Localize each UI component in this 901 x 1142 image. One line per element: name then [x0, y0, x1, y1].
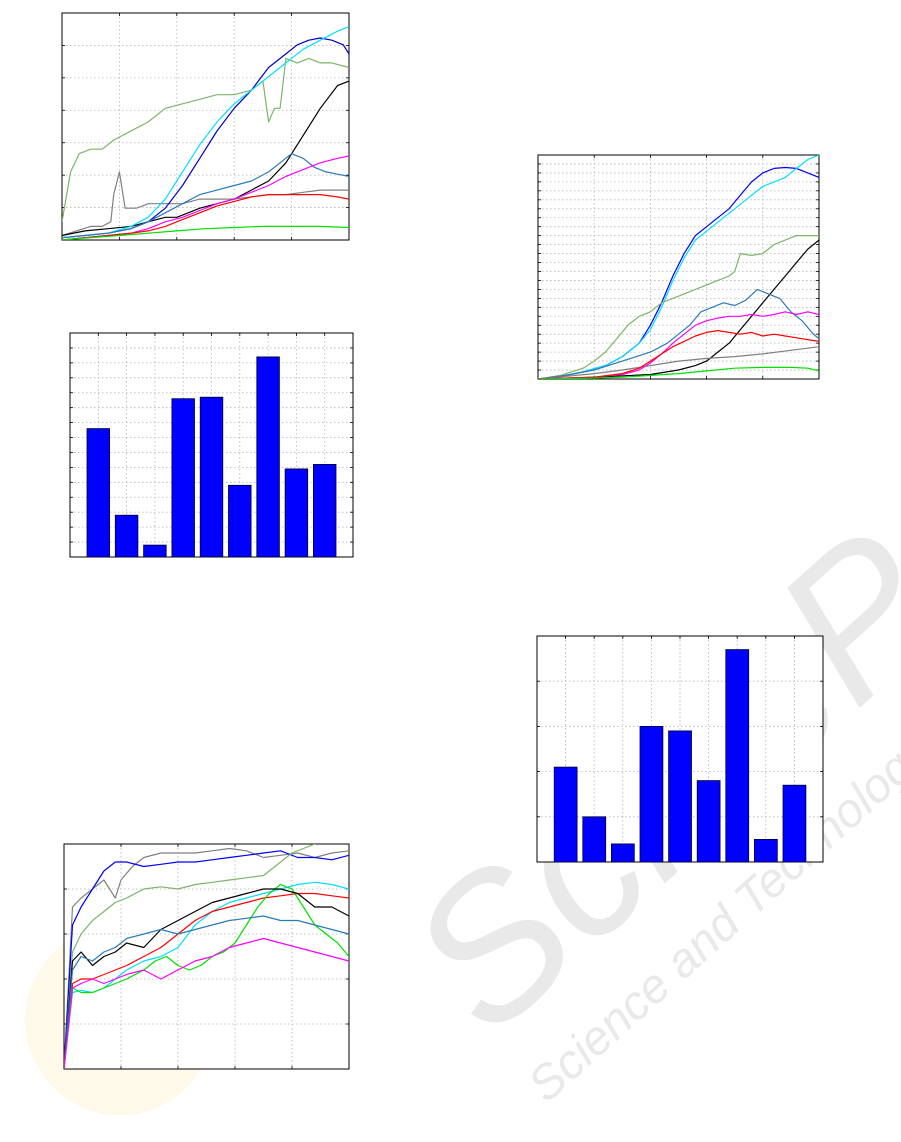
- line-a-plot-area: [61, 12, 350, 241]
- bar-b-bar-9: [782, 784, 807, 863]
- bar-b-bar-2: [582, 816, 607, 863]
- bar-a-bar-3: [143, 544, 167, 558]
- bar-b-bar-3: [611, 843, 635, 863]
- line-a-series-line-3: [62, 80, 349, 237]
- line-c-series-line-7: [538, 311, 819, 379]
- bar-b-bar-7: [725, 649, 750, 863]
- line-chart-top-left: [61, 12, 350, 241]
- bar-b-bar-5: [668, 730, 692, 863]
- line-a-axes-border: [61, 12, 350, 241]
- bar-a-bar-4: [171, 398, 195, 558]
- line-a-series-line-6: [62, 153, 349, 239]
- bar-a-bar-6: [228, 484, 252, 558]
- line-a-series-line-2: [62, 171, 349, 237]
- bar-b-bar-1: [553, 766, 578, 863]
- line-c-plot-area: [537, 154, 820, 380]
- line-a-series-line-9: [62, 225, 349, 240]
- line-c-series-line-3: [538, 235, 819, 379]
- bar-a-bar-2: [114, 514, 139, 558]
- bar-a-bar-8: [284, 468, 309, 558]
- line-b-series-line-1: [64, 847, 349, 1069]
- line-b-series-group: [64, 844, 349, 1069]
- line-chart-bottom-left: [63, 843, 350, 1070]
- line-b-series-line-3: [64, 844, 316, 1069]
- line-chart-top-right: [537, 154, 820, 380]
- bar-a-bar-1: [86, 428, 111, 558]
- line-a-series-line-1: [62, 57, 349, 222]
- line-a-grid: [62, 13, 349, 240]
- line-a-series-line-5: [62, 26, 349, 239]
- line-c-series-line-9: [538, 366, 819, 379]
- line-a-series-group: [62, 26, 349, 240]
- bar-a-bar-9: [312, 463, 337, 558]
- line-c-series-group: [538, 155, 819, 379]
- bar-a-bar-5: [199, 396, 224, 558]
- line-b-series-line-8: [64, 915, 349, 1069]
- bar-chart-middle-left: [69, 332, 354, 558]
- bar-b-bar-4: [639, 726, 664, 863]
- line-a-series-line-8: [62, 194, 349, 240]
- bar-chart-bottom-right: [536, 635, 824, 863]
- line-b-series-line-7: [64, 888, 349, 1069]
- line-b-plot-area: [63, 843, 350, 1070]
- line-c-series-line-5: [538, 288, 819, 379]
- bar-a-bar-7: [256, 356, 280, 558]
- line-b-series-line-6: [64, 883, 349, 1069]
- bar-b-bar-6: [696, 780, 721, 863]
- line-c-series-line-2: [538, 155, 819, 379]
- line-b-grid: [64, 844, 349, 1069]
- bar-b-bar-8: [754, 839, 778, 863]
- line-c-series-line-8: [538, 330, 819, 379]
- line-c-series-line-4: [538, 239, 819, 379]
- line-c-axes-border: [537, 154, 820, 380]
- line-c-series-line-6: [538, 346, 819, 379]
- line-b-series-line-9: [64, 937, 349, 1069]
- line-b-series-line-2: [64, 850, 349, 1069]
